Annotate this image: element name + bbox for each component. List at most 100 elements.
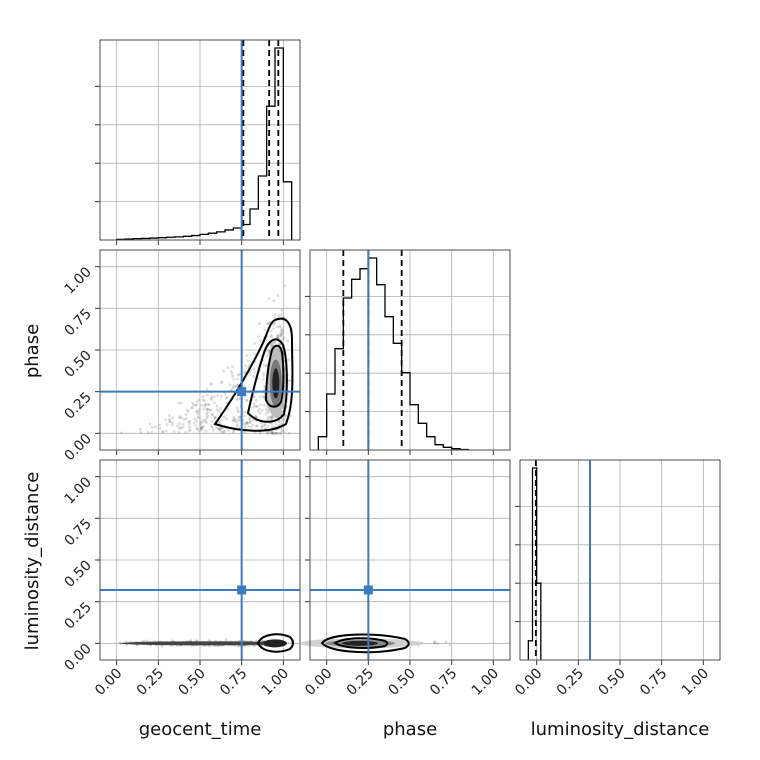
sample-point: [194, 424, 198, 427]
sample-point: [205, 412, 208, 416]
y-tick-label-luminosity-distance: 0.25: [61, 599, 94, 632]
sample-point: [254, 399, 258, 402]
sample-point: [195, 427, 199, 431]
sample-point: [216, 427, 220, 431]
sample-point: [145, 639, 149, 643]
sample-point: [190, 406, 194, 410]
panel-frame: [99, 459, 301, 661]
sample-point: [150, 430, 154, 434]
y-label-luminosity-distance: luminosity_distance: [22, 472, 43, 651]
contour-line: [246, 338, 288, 423]
x-tick-label-phase: 0.25: [344, 666, 377, 699]
sample-point: [279, 431, 283, 435]
sample-point: [270, 416, 273, 419]
sample-point: [270, 335, 274, 339]
sample-point: [206, 414, 210, 418]
sample-point: [263, 423, 267, 427]
sample-point: [266, 417, 270, 421]
sample-point: [222, 415, 226, 419]
sample-point: [244, 364, 248, 368]
sample-point: [271, 431, 275, 435]
sample-point: [202, 418, 205, 422]
sample-point: [245, 399, 249, 402]
x-tick-label-luminosity-distance: 0.50: [595, 666, 628, 699]
sample-point: [248, 371, 252, 375]
density-core: [272, 368, 280, 399]
sample-point: [214, 416, 218, 419]
sample-point: [209, 397, 213, 400]
sample-point: [232, 418, 235, 422]
sample-point: [282, 336, 286, 340]
sample-point: [252, 375, 256, 379]
sample-point: [231, 419, 235, 422]
sample-point: [238, 415, 242, 419]
sample-point: [250, 425, 253, 429]
sample-point: [253, 431, 257, 434]
sample-point: [283, 415, 287, 419]
sample-point: [195, 427, 199, 431]
sample-point: [251, 423, 254, 427]
panel-phase-vs-phase: [305, 249, 511, 455]
sample-point: [244, 426, 247, 429]
truth-marker: [237, 585, 247, 595]
sample-point: [266, 425, 270, 428]
sample-point: [179, 401, 183, 405]
sample-point: [253, 352, 256, 356]
sample-point: [209, 383, 213, 386]
sample-point: [270, 431, 274, 435]
histogram-phase: [317, 257, 469, 451]
sample-point: [232, 377, 236, 381]
sample-point: [184, 417, 188, 421]
sample-point: [206, 393, 209, 397]
sample-point: [168, 414, 171, 418]
sample-point: [209, 408, 212, 412]
y-tick-label-luminosity-distance: 1.00: [61, 474, 94, 507]
y-tick-label-phase: 0.25: [61, 389, 94, 422]
sample-point: [256, 424, 259, 428]
sample-point: [164, 418, 167, 422]
y-tick-label-phase: 0.50: [61, 348, 94, 381]
sample-point: [210, 395, 214, 398]
sample-point: [160, 429, 164, 433]
sample-point: [274, 431, 278, 435]
sample-point: [229, 369, 233, 373]
sample-point: [271, 431, 274, 434]
sample-point: [148, 422, 152, 426]
sample-point: [275, 347, 279, 350]
sample-point: [279, 413, 283, 416]
sample-point: [178, 422, 181, 426]
sample-point: [224, 638, 228, 641]
sample-point: [278, 431, 282, 435]
sample-point: [205, 420, 208, 424]
sample-point: [225, 396, 228, 400]
contour-line: [213, 317, 294, 432]
histogram-geocent-time: [116, 47, 293, 241]
sample-point: [271, 343, 274, 347]
density-core: [263, 639, 287, 648]
sample-point: [198, 407, 202, 411]
sample-point: [278, 420, 282, 424]
sample-point: [201, 395, 205, 398]
density-core: [342, 640, 378, 646]
sample-point: [252, 402, 256, 406]
sample-point: [259, 421, 263, 425]
sample-point: [252, 418, 255, 422]
sample-point: [176, 424, 179, 428]
sample-point: [208, 644, 211, 648]
sample-point: [193, 417, 197, 421]
x-tick-label-geocent-time: 0.25: [134, 666, 167, 699]
sample-point: [237, 415, 241, 419]
sample-point: [205, 388, 209, 391]
sample-point: [201, 398, 205, 402]
sample-point: [260, 425, 264, 429]
sample-point: [120, 431, 123, 435]
sample-point: [154, 425, 157, 429]
sample-point: [184, 413, 188, 417]
sample-point: [221, 431, 225, 434]
sample-point: [245, 422, 248, 426]
sample-point: [252, 367, 256, 371]
y-tick-label-luminosity-distance: 0.50: [61, 558, 94, 591]
sample-point: [280, 331, 283, 335]
x-tick-label-geocent-time: 0.50: [175, 666, 208, 699]
sample-point: [165, 423, 169, 427]
